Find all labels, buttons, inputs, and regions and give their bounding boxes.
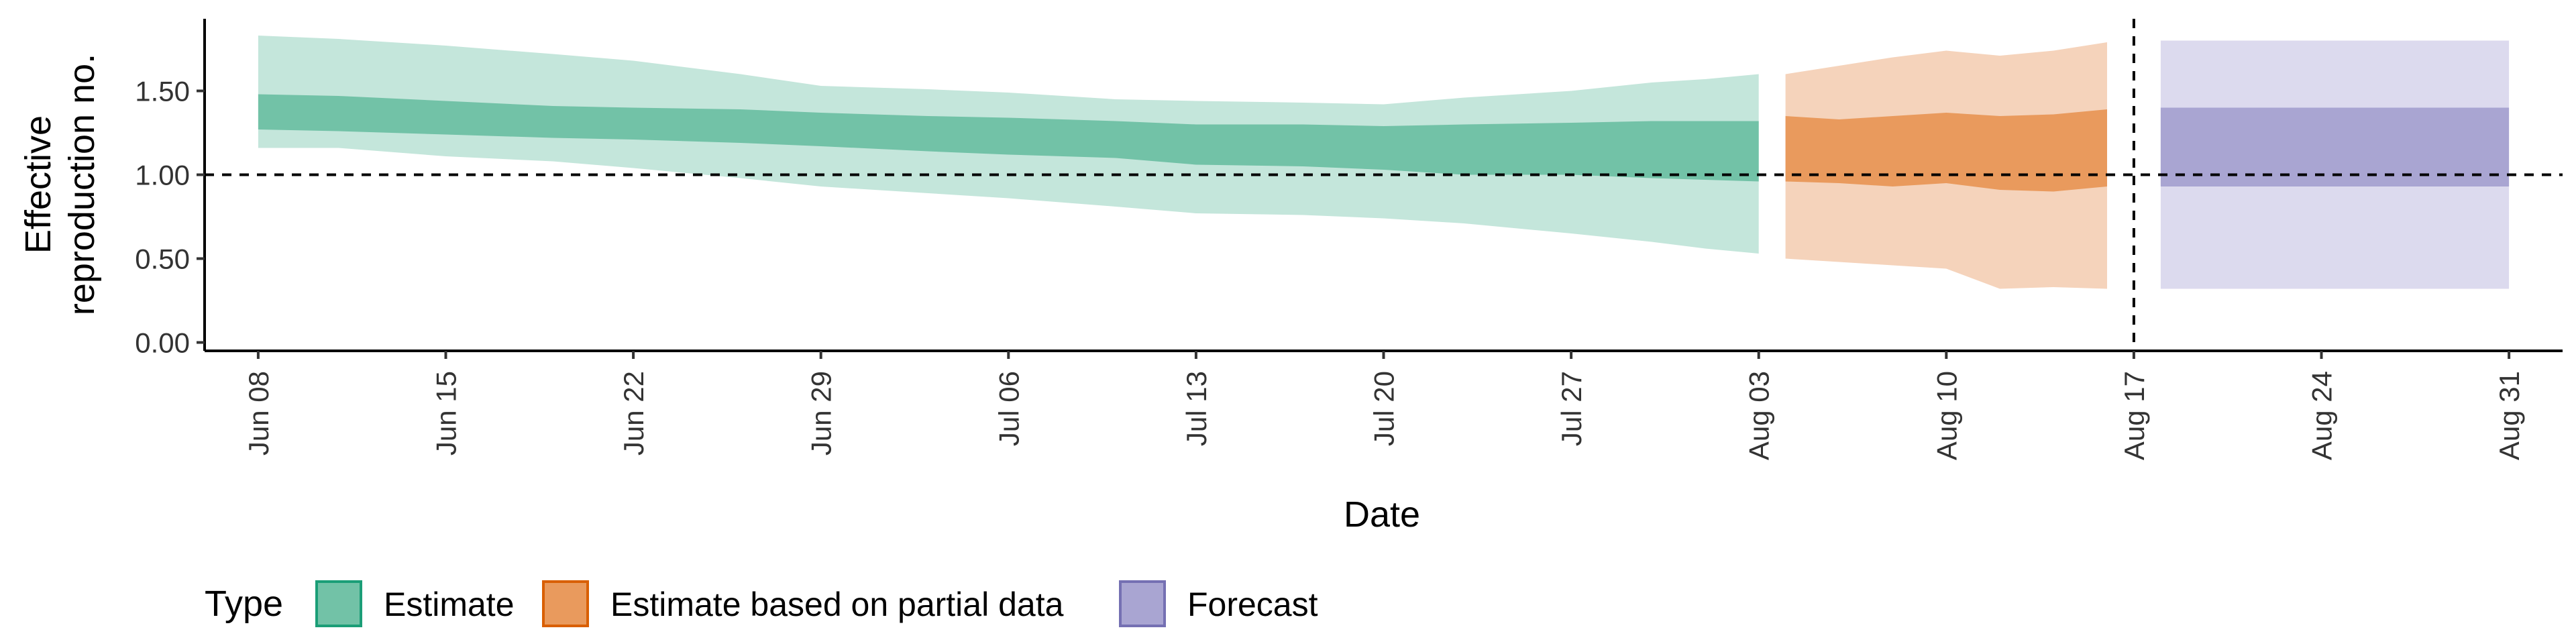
reference-lines <box>205 19 2563 351</box>
band-50-forecast <box>2160 107 2510 186</box>
x-ticks: Jun 08 Jun 15 Jun 22 Jun 29 Jul 06 Jul 13 Jul … <box>243 351 2525 460</box>
x-tick-label: Aug 24 <box>2306 371 2338 460</box>
x-tick-label: Jun 29 <box>806 371 837 455</box>
legend-label-forecast: Forecast <box>1187 586 1318 623</box>
legend-key-partial <box>542 580 589 627</box>
x-tick-label: Aug 31 <box>2493 371 2525 460</box>
x-tick-label: Jul 06 <box>993 371 1024 446</box>
legend-key-estimate <box>315 580 362 627</box>
band-layer <box>258 36 2510 289</box>
x-tick-label: Aug 17 <box>2118 371 2150 460</box>
y-tick-label: 1.50 <box>135 76 190 107</box>
legend-label-partial: Estimate based on partial data <box>610 586 1064 623</box>
legend-label-estimate: Estimate <box>384 586 515 623</box>
band-50-estimate-based-on-partial-data <box>1785 109 2107 192</box>
legend: Type Estimate Estimate based on partial … <box>205 580 1318 627</box>
y-tick-label: 0.50 <box>135 244 190 275</box>
y-tick-label: 0.00 <box>135 327 190 359</box>
x-tick-label: Jun 22 <box>618 371 649 455</box>
x-tick-label: Jul 20 <box>1368 371 1400 446</box>
x-axis-title: Date <box>1344 494 1420 535</box>
legend-title: Type <box>205 584 283 624</box>
x-tick-label: Aug 10 <box>1931 371 1962 460</box>
x-tick-label: Jul 13 <box>1181 371 1212 446</box>
y-ticks: 0.00 0.50 1.00 1.50 <box>135 76 205 359</box>
legend-key-forecast <box>1119 580 1166 627</box>
band-50-estimate <box>258 94 1759 182</box>
x-tick-label: Jul 27 <box>1556 371 1587 446</box>
x-tick-label: Jun 15 <box>431 371 462 455</box>
y-axis-title-line-2: reproduction no. <box>62 54 102 315</box>
y-tick-label: 1.00 <box>135 160 190 191</box>
x-tick-label: Jun 08 <box>243 371 274 455</box>
x-tick-label: Aug 03 <box>1743 371 1775 460</box>
y-axis-title-line-1: Effective <box>18 115 58 254</box>
